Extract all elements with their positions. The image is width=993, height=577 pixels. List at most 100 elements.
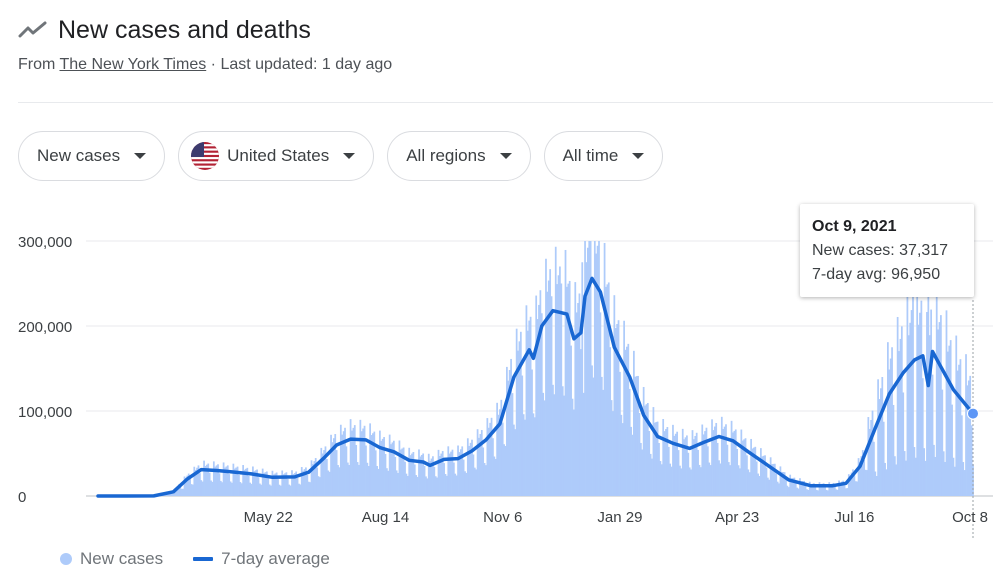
case-bar <box>588 241 591 496</box>
case-bar <box>458 452 461 496</box>
case-bar <box>310 460 313 496</box>
case-bar <box>257 477 260 496</box>
case-bar <box>524 419 526 496</box>
case-bar <box>292 474 295 496</box>
case-bar <box>552 384 554 496</box>
case-bar <box>617 320 620 496</box>
case-bar <box>655 422 658 496</box>
case-bar <box>808 481 811 496</box>
case-bar <box>623 320 625 496</box>
case-bar <box>370 435 373 496</box>
case-bar <box>790 478 793 496</box>
case-bar <box>878 399 881 496</box>
case-bar <box>754 446 757 496</box>
case-bar <box>624 349 627 496</box>
case-bar <box>913 447 916 496</box>
case-bar <box>517 350 519 496</box>
case-bar <box>579 349 582 496</box>
case-bar <box>698 464 701 496</box>
trending-line-icon <box>18 18 48 42</box>
case-bar <box>796 487 799 496</box>
case-bar <box>952 457 955 496</box>
cases-chart[interactable]: 0 100,000 200,000 300,000 May 22 Aug 14 Nov 6 J… <box>0 190 993 540</box>
case-bar <box>334 434 337 496</box>
case-bar <box>337 465 339 496</box>
case-bar <box>556 284 559 496</box>
case-bar <box>374 450 377 496</box>
case-bar <box>312 464 314 496</box>
chart-header: New cases and deaths From The New York T… <box>18 12 988 74</box>
case-bar <box>242 465 245 496</box>
source-link[interactable]: The New York Times <box>59 56 207 73</box>
case-bar <box>666 427 669 496</box>
case-bar <box>557 275 560 496</box>
case-bar <box>845 488 847 496</box>
region-dropdown[interactable]: All regions <box>387 131 531 181</box>
case-bar <box>575 312 578 496</box>
case-bar <box>483 463 486 496</box>
case-bar <box>753 447 755 496</box>
case-bar <box>779 466 782 496</box>
case-bar <box>459 449 462 496</box>
case-bar <box>489 422 492 496</box>
case-bar <box>413 464 416 496</box>
case-bar <box>429 460 432 496</box>
case-bar <box>439 456 441 496</box>
case-bar <box>494 458 497 496</box>
case-bar <box>324 446 327 496</box>
case-bar <box>602 389 605 496</box>
case-bar <box>246 467 249 496</box>
case-bar <box>547 280 550 496</box>
chart-legend: New cases 7-day average <box>60 549 330 569</box>
case-bar <box>210 480 212 496</box>
case-bar <box>282 474 285 496</box>
case-bar <box>490 417 493 496</box>
case-bar <box>256 469 258 496</box>
case-bar <box>951 404 953 496</box>
case-bar <box>271 470 274 496</box>
case-bar <box>616 323 619 496</box>
case-bar <box>822 483 825 496</box>
case-bar <box>232 463 235 496</box>
case-bar <box>639 442 642 496</box>
case-bar <box>471 439 473 496</box>
case-bar <box>734 429 737 496</box>
case-bar <box>585 262 588 496</box>
metric-dropdown[interactable]: New cases <box>18 131 166 181</box>
case-bar <box>272 474 275 496</box>
case-bar <box>868 428 871 496</box>
case-bar <box>179 486 182 496</box>
case-bar <box>656 421 659 496</box>
case-bar <box>886 342 889 496</box>
case-bar <box>197 465 200 496</box>
case-bar <box>847 474 850 496</box>
x-tick-label: Oct 8 <box>952 509 988 526</box>
case-bar <box>713 426 716 496</box>
case-bar <box>406 475 409 496</box>
case-bar <box>235 467 238 496</box>
case-bar <box>600 376 603 496</box>
case-bar <box>955 335 958 496</box>
case-bar <box>766 477 769 496</box>
case-bar <box>807 489 810 496</box>
case-bar <box>367 465 370 496</box>
case-bar <box>185 477 187 496</box>
country-dropdown[interactable]: United States <box>178 131 375 181</box>
case-bar <box>187 473 190 496</box>
case-bar <box>903 451 906 496</box>
case-bar <box>599 312 602 496</box>
case-bar <box>584 241 586 496</box>
case-bar <box>829 484 832 496</box>
case-bar <box>740 429 743 496</box>
case-bar <box>697 449 699 496</box>
case-bar <box>479 433 482 496</box>
case-bar <box>380 440 383 496</box>
case-bar <box>875 476 878 496</box>
case-bar <box>225 466 228 496</box>
case-bar <box>864 469 867 496</box>
source-line: From The New York Times · Last updated: … <box>18 56 392 74</box>
case-bar <box>330 434 332 496</box>
time-dropdown[interactable]: All time <box>543 131 664 181</box>
case-bar <box>923 448 926 496</box>
case-bar <box>532 413 535 496</box>
